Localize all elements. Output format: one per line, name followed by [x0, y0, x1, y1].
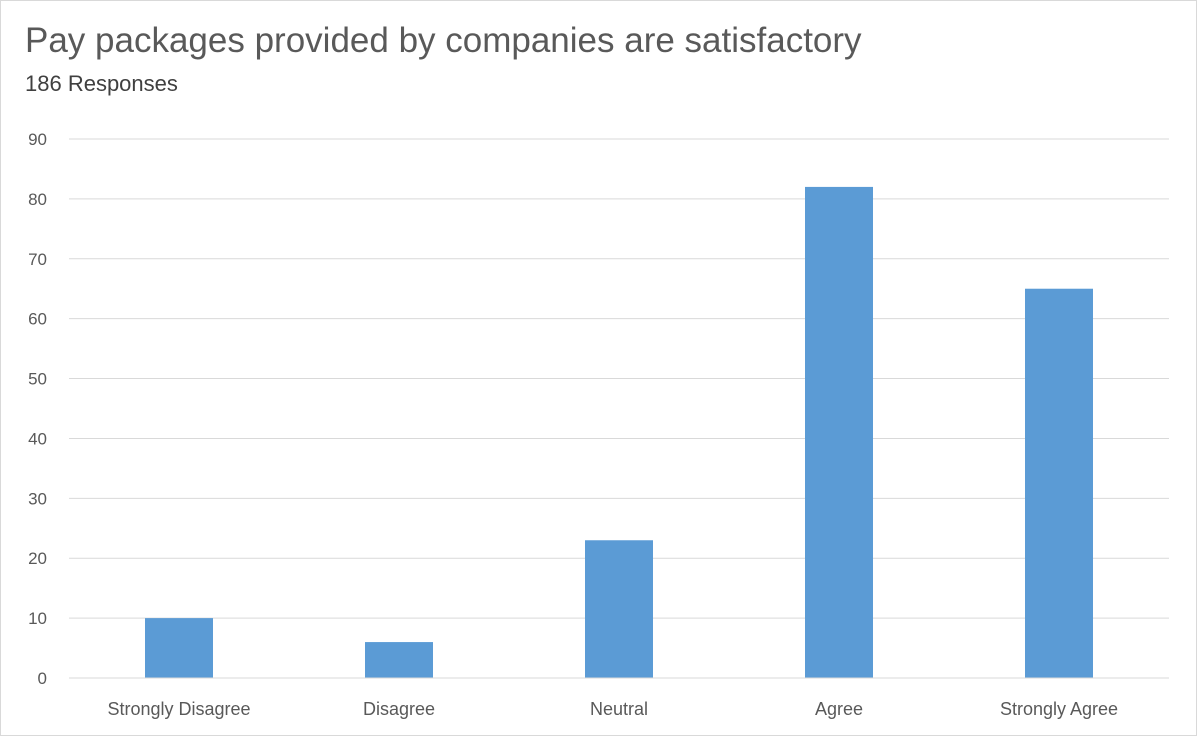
- y-tick-label: 90: [28, 130, 47, 149]
- chart-subtitle: 186 Responses: [25, 71, 178, 96]
- x-tick-label: Neutral: [590, 699, 648, 719]
- y-tick-label: 60: [28, 310, 47, 329]
- bar: [1025, 288, 1093, 678]
- bar: [365, 642, 433, 678]
- x-tick-label: Strongly Disagree: [107, 699, 250, 719]
- bar: [585, 540, 653, 678]
- y-tick-label: 80: [28, 190, 47, 209]
- y-tick-label: 0: [38, 669, 47, 688]
- y-tick-label: 30: [28, 489, 47, 508]
- bar: [805, 186, 873, 678]
- y-tick-label: 10: [28, 609, 47, 628]
- y-tick-label: 40: [28, 429, 47, 448]
- gridlines: [69, 138, 1169, 619]
- x-tick-label: Disagree: [363, 699, 435, 719]
- x-axis-labels: Strongly Disagree Disagree Neutral Agree Str…: [107, 699, 1118, 719]
- chart-title: Pay packages provided by companies are s…: [25, 21, 862, 60]
- y-tick-label: 20: [28, 549, 47, 568]
- y-axis-ticks: 0 10 20 30 40 50 60 70 80 90: [28, 130, 47, 688]
- y-tick-label: 50: [28, 370, 47, 389]
- bars: [145, 186, 1093, 678]
- x-tick-label: Agree: [815, 699, 863, 719]
- bar: [145, 618, 213, 678]
- y-tick-label: 70: [28, 250, 47, 269]
- x-tick-label: Strongly Agree: [1000, 699, 1118, 719]
